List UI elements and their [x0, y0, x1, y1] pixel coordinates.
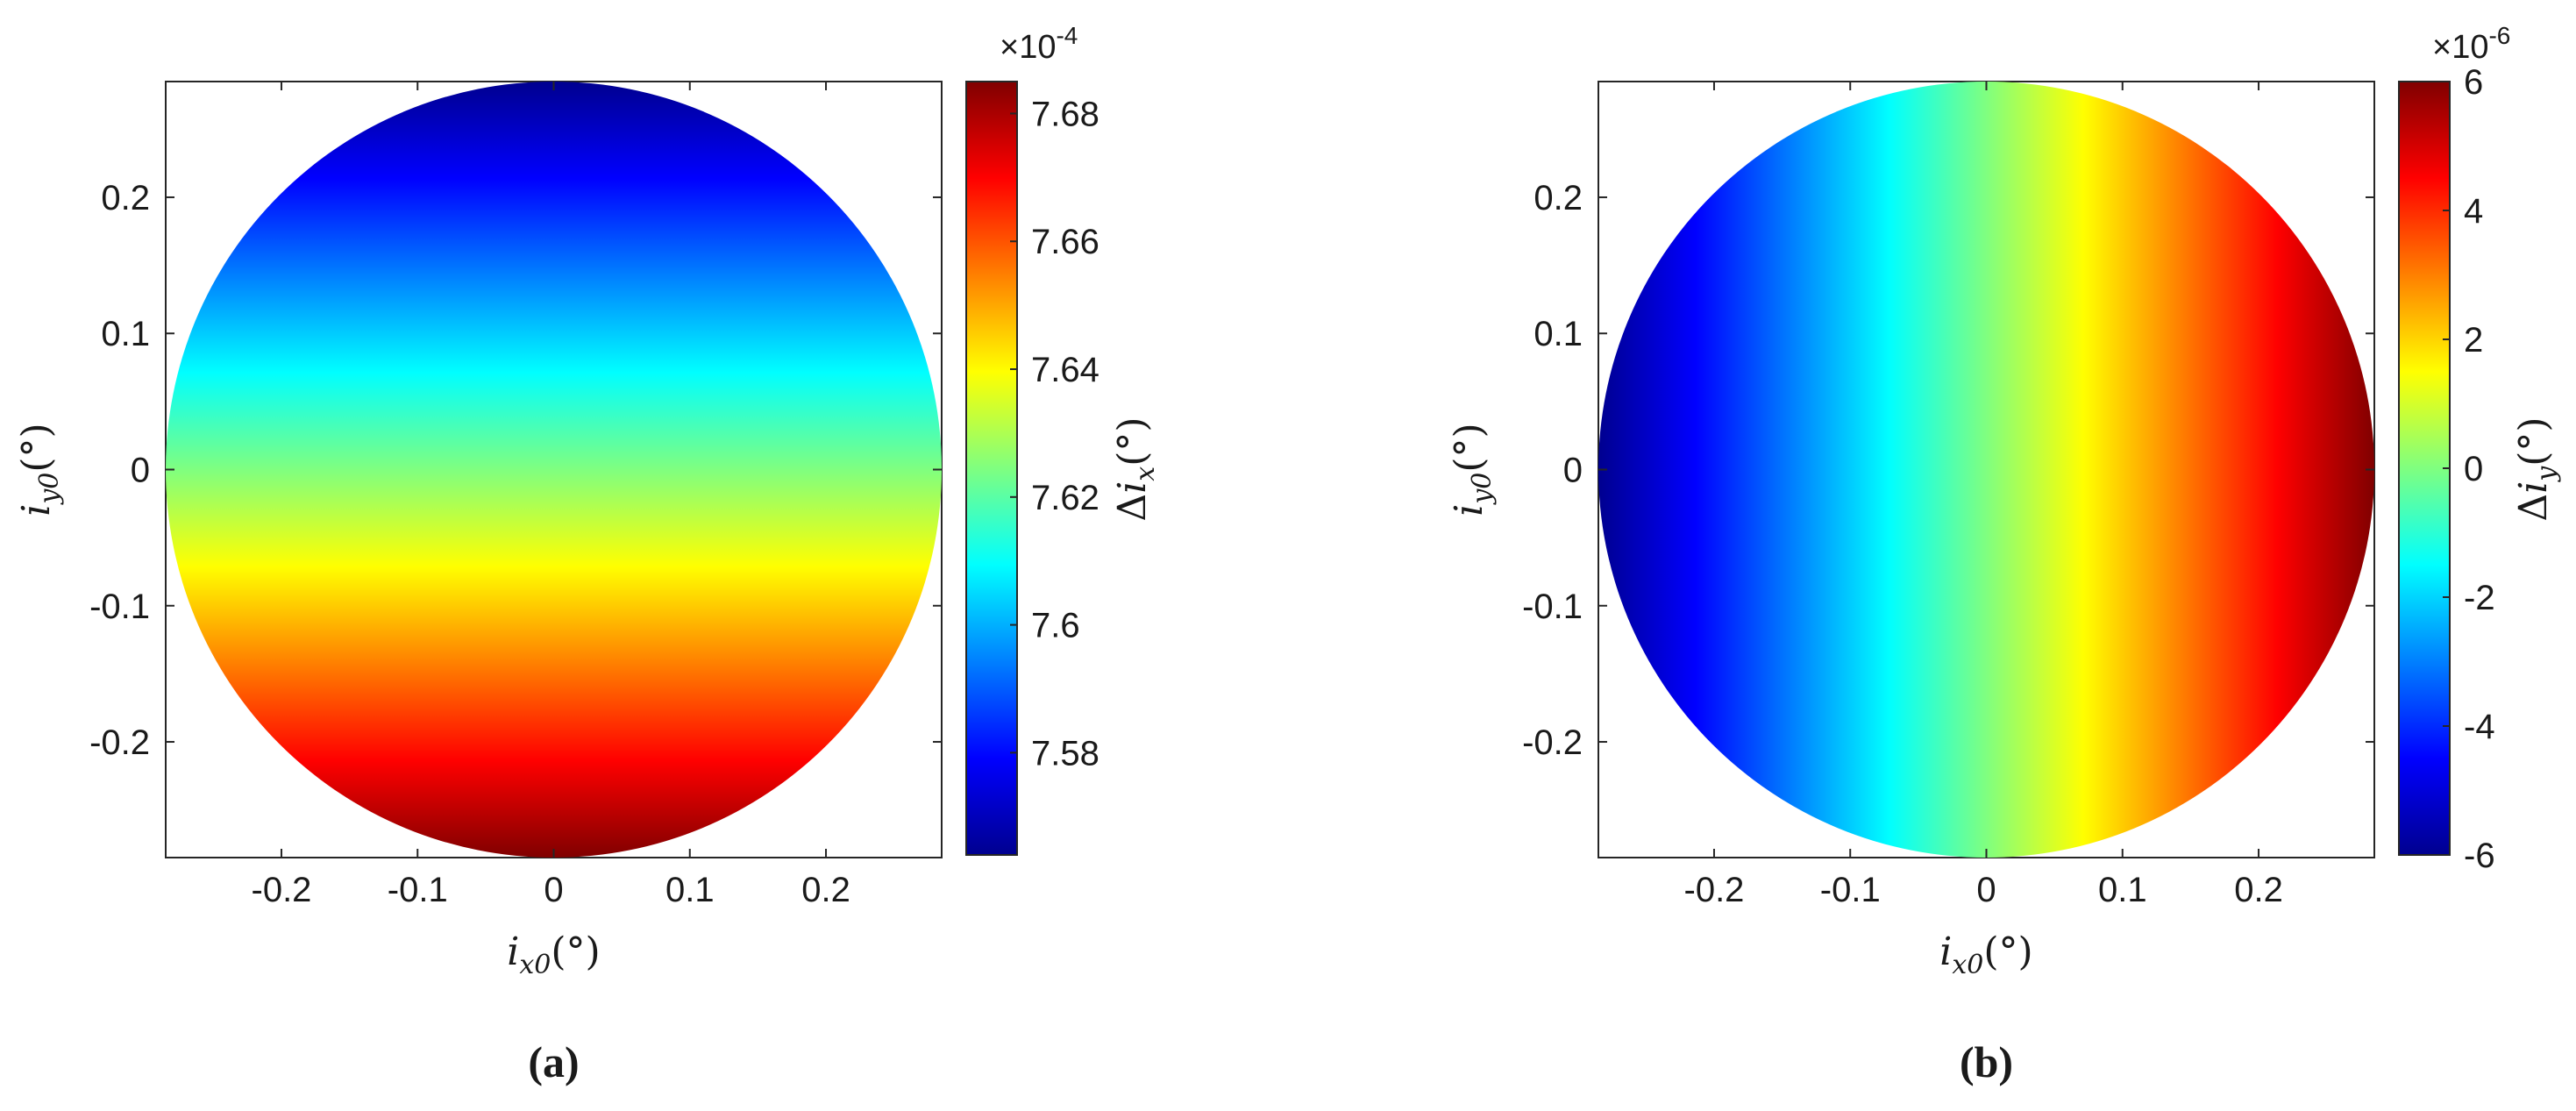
x-tick-label-b: 0.2 [2234, 871, 2283, 909]
x-tick-label-a: 0.2 [801, 871, 850, 909]
x-axis-label-b: ix0(°) [1939, 929, 2032, 980]
x-tick-label-b: -0.2 [1684, 871, 1745, 909]
x-axis-label-a: ix0(°) [507, 929, 600, 980]
y-tick-label-b: 0.1 [1534, 315, 1583, 353]
x-tick-label-b: -0.1 [1820, 871, 1881, 909]
y-tick-label-b: -0.2 [1522, 723, 1583, 762]
colorbar-tick-label-a: 7.64 [1031, 351, 1099, 389]
y-tick-label-a: -0.2 [89, 723, 150, 762]
heatmap-disk-b [1598, 82, 2374, 858]
y-tick-label-a: -0.1 [89, 588, 150, 626]
colorbar-tick-label-a: 7.62 [1031, 479, 1099, 517]
x-tick-label-a: -0.2 [252, 871, 312, 909]
colorbar-tick-label-a: 7.58 [1031, 734, 1099, 773]
x-tick-label-a: 0 [544, 871, 563, 909]
colorbar-tick-label-b: 0 [2464, 450, 2483, 488]
colorbar-tick-label-b: -6 [2464, 837, 2495, 875]
heatmap-disk-a [166, 82, 942, 858]
colorbar-tick-label-b: 4 [2464, 192, 2483, 231]
colorbar-tick-label-a: 7.66 [1031, 223, 1099, 261]
colorbar-tick-label-b: -2 [2464, 579, 2495, 617]
y-tick-label-b: -0.1 [1522, 588, 1583, 626]
y-axis-b: 0.2 0.1 0 -0.1 -0.2 [1522, 179, 2374, 762]
x-tick-label-a: -0.1 [388, 871, 448, 909]
colorbar-tick-label-a: 7.68 [1031, 95, 1099, 133]
x-tick-label-b: 0 [1976, 871, 1996, 909]
y-axis-a: 0.2 0.1 0 -0.1 -0.2 [89, 179, 942, 762]
panel-label-b: (b) [1960, 1037, 2013, 1086]
x-axis-b: -0.2 -0.1 0 0.1 0.2 [1684, 82, 2283, 909]
y-tick-label-b: 0 [1563, 452, 1583, 490]
y-tick-label-a: 0.2 [101, 179, 150, 217]
colorbar-b [2398, 81, 2451, 856]
y-axis-label-a: iy0(°) [14, 423, 65, 516]
y-tick-label-b: 0.2 [1534, 179, 1583, 217]
y-tick-label-a: 0.1 [101, 315, 150, 353]
colorbar-label-b: Δiy(°) [2511, 417, 2562, 521]
colorbar-axis-b: -6 -4 -2 0 2 4 6 [2443, 63, 2495, 875]
colorbar-tick-label-b: 6 [2464, 63, 2483, 102]
panel-b: -0.2 -0.1 0 0.1 0.2 0.2 0.1 0 -0.1 -0.2 ix0(°) i… [1447, 22, 2562, 1086]
colorbar-exponent-b: ×10-6 [2432, 22, 2510, 66]
x-tick-label-b: 0.1 [2098, 871, 2147, 909]
colorbar-tick-label-a: 7.6 [1031, 607, 1080, 645]
x-tick-label-a: 0.1 [665, 871, 715, 909]
colorbar-label-a: Δix(°) [1110, 417, 1161, 521]
colorbar-tick-label-b: 2 [2464, 321, 2483, 360]
y-tick-label-a: 0 [131, 452, 150, 490]
panel-a: -0.2 -0.1 0 0.1 0.2 0.2 0.1 0 -0.1 -0.2 ix0(°) i… [14, 22, 1161, 1086]
colorbar-axis-a: 7.58 7.6 7.62 7.64 7.66 7.68 [1010, 95, 1099, 773]
x-axis-a: -0.2 -0.1 0 0.1 0.2 [252, 82, 850, 909]
panel-label-a: (a) [528, 1037, 579, 1086]
colorbar-exponent-a: ×10-4 [1000, 22, 1078, 66]
colorbar-a [965, 81, 1018, 856]
colorbar-tick-label-b: -4 [2464, 708, 2495, 746]
y-axis-label-b: iy0(°) [1447, 423, 1498, 516]
